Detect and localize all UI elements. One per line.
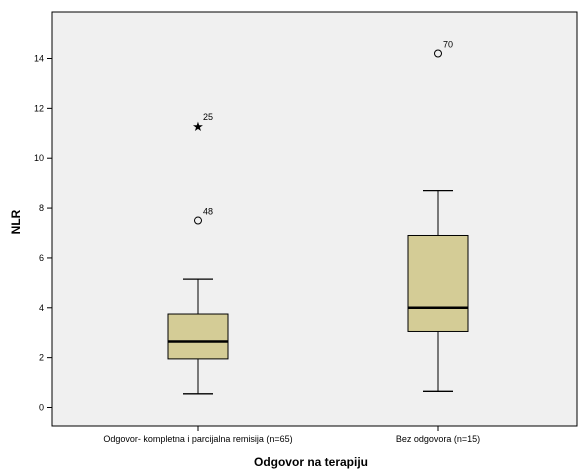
x-tick-label: Bez odgovora (n=15) [396,434,480,444]
x-axis: Odgovor- kompletna i parcijalna remisija… [103,426,480,444]
outlier-label: 70 [443,40,453,50]
boxes: 48 ★25 70 [167,40,469,395]
plot-area [51,11,578,427]
outlier-label: 48 [203,207,213,217]
box [407,234,469,332]
box [167,313,229,360]
y-tick-label: 10 [34,153,44,163]
y-axis-title: NLR [9,209,23,234]
y-tick-label: 0 [39,403,44,413]
y-tick-label: 2 [39,353,44,363]
x-axis-title: Odgovor na terapiju [254,455,368,469]
y-tick-label: 6 [39,253,44,263]
box-group: 70 [407,40,469,392]
y-axis: 0 2 4 6 8 10 12 14 [34,54,52,413]
y-tick-label: 8 [39,203,44,213]
box-group: 48 ★25 [167,112,229,395]
y-tick-label: 12 [34,103,44,113]
outlier-label: 25 [203,112,213,122]
y-tick-label: 14 [34,54,44,64]
outlier-point [434,49,442,58]
y-tick-label: 4 [39,303,44,313]
outlier-point [194,216,202,225]
outlier-star: ★ [192,119,204,134]
x-tick-label: Odgovor- kompletna i parcijalna remisija… [103,434,292,444]
